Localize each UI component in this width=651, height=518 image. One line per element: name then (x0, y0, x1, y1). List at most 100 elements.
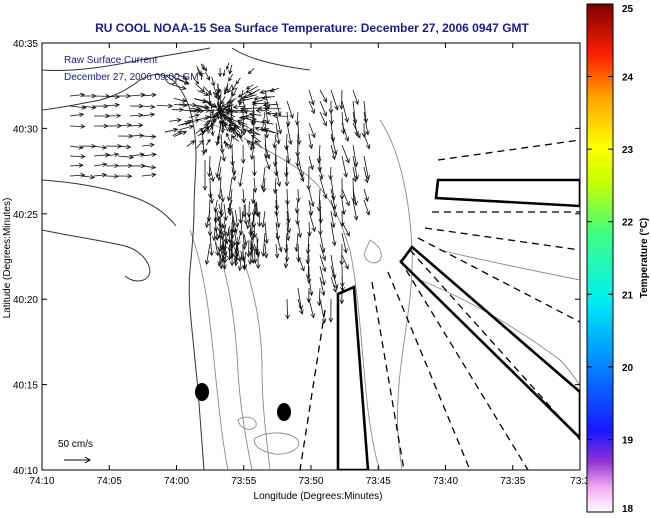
current-arrow (243, 234, 248, 246)
current-arrow (197, 90, 210, 96)
current-arrow (228, 64, 233, 75)
current-arrow (275, 232, 283, 253)
current-arrow (233, 252, 239, 267)
current-arrow (308, 298, 315, 319)
current-arrow (238, 166, 244, 188)
current-arrow (330, 177, 336, 201)
current-arrow (141, 112, 156, 118)
current-arrow (339, 177, 345, 201)
current-arrow (352, 89, 359, 106)
current-arrow (227, 84, 233, 94)
current-arrow (215, 122, 222, 147)
current-arrow (264, 221, 269, 245)
current-arrow (210, 76, 216, 87)
current-arrow (319, 265, 326, 286)
current-arrow (179, 102, 198, 108)
current-arrow (245, 214, 251, 230)
current-arrow (330, 199, 338, 218)
x-tick-label: 74:05 (97, 476, 122, 487)
current-arrow (254, 126, 265, 132)
current-arrow (195, 127, 204, 134)
current-arrow (255, 108, 268, 114)
x-tick-label: 73:3 (570, 476, 590, 487)
current-arrow (261, 232, 266, 258)
current-arrow (217, 177, 223, 200)
current-arrow (105, 173, 119, 179)
current-arrow (69, 163, 84, 168)
current-arrow (263, 128, 279, 135)
current-arrow (285, 298, 290, 320)
coastline (42, 47, 311, 470)
current-arrow (328, 166, 333, 181)
current-arrow (227, 89, 233, 112)
y-tick-label: 40:20 (13, 295, 38, 306)
current-arrow (275, 166, 282, 187)
current-arrow (81, 143, 97, 149)
current-arrow (319, 89, 328, 103)
current-arrow (141, 152, 157, 158)
current-arrow (196, 139, 205, 149)
current-arrow (341, 100, 349, 123)
colorbar-tick-label: 24 (622, 73, 634, 84)
current-arrow (232, 229, 238, 247)
current-arrow (297, 166, 305, 183)
current-arrow (105, 102, 120, 108)
current-arrow (223, 85, 229, 96)
current-arrow (252, 155, 257, 177)
current-arrow (209, 100, 215, 115)
current-arrow (275, 100, 282, 117)
current-arrow (218, 252, 224, 270)
current-arrow (93, 162, 108, 167)
colorbar (586, 3, 614, 513)
current-arrow (226, 177, 233, 202)
legend-timestamp: December 27, 2006 09:00 GMT (64, 72, 205, 83)
current-arrow (105, 113, 122, 119)
colorbar-tick-label: 21 (622, 290, 634, 301)
current-arrow (251, 101, 270, 107)
current-arrow (227, 244, 232, 261)
current-arrow (220, 111, 225, 134)
x-tick-label: 73:35 (500, 476, 525, 487)
current-arrow (117, 163, 133, 169)
current-arrow (306, 266, 312, 284)
current-arrow (341, 254, 349, 270)
current-arrow (254, 140, 262, 149)
current-arrow (329, 111, 334, 125)
current-arrow (339, 89, 344, 110)
current-arrow (272, 177, 278, 195)
current-arrow (319, 232, 326, 254)
current-arrow (253, 95, 271, 101)
current-arrow (207, 177, 213, 199)
current-arrow (238, 122, 244, 139)
current-arrow (141, 92, 157, 98)
current-arrow (262, 102, 279, 108)
y-tick-label: 40:15 (13, 381, 38, 392)
current-arrow (129, 133, 145, 138)
current-arrow (263, 243, 269, 259)
current-arrow (251, 99, 264, 104)
current-arrow (330, 221, 337, 247)
current-arrow (308, 89, 315, 106)
current-arrow (205, 138, 211, 146)
current-arrow (363, 111, 370, 136)
current-arrow (93, 172, 108, 178)
current-arrow (242, 100, 248, 115)
current-arrow (257, 212, 262, 228)
current-arrow (250, 144, 255, 161)
current-arrow (69, 124, 86, 129)
current-arrow (245, 84, 254, 90)
current-arrow (341, 122, 350, 142)
current-arrow (235, 77, 241, 85)
figure-title: RU COOL NOAA-15 Sea Surface Temperature:… (95, 21, 529, 35)
current-arrow (261, 95, 275, 101)
current-arrow (242, 92, 256, 99)
current-arrow (117, 173, 133, 179)
current-arrow (238, 210, 244, 236)
current-arrow (308, 122, 316, 139)
current-arrow (308, 210, 316, 233)
x-axis-label: Longitude (Degrees:Minutes) (254, 491, 383, 502)
current-arrow (339, 243, 345, 266)
current-arrow (246, 201, 252, 218)
current-arrow (318, 210, 323, 236)
